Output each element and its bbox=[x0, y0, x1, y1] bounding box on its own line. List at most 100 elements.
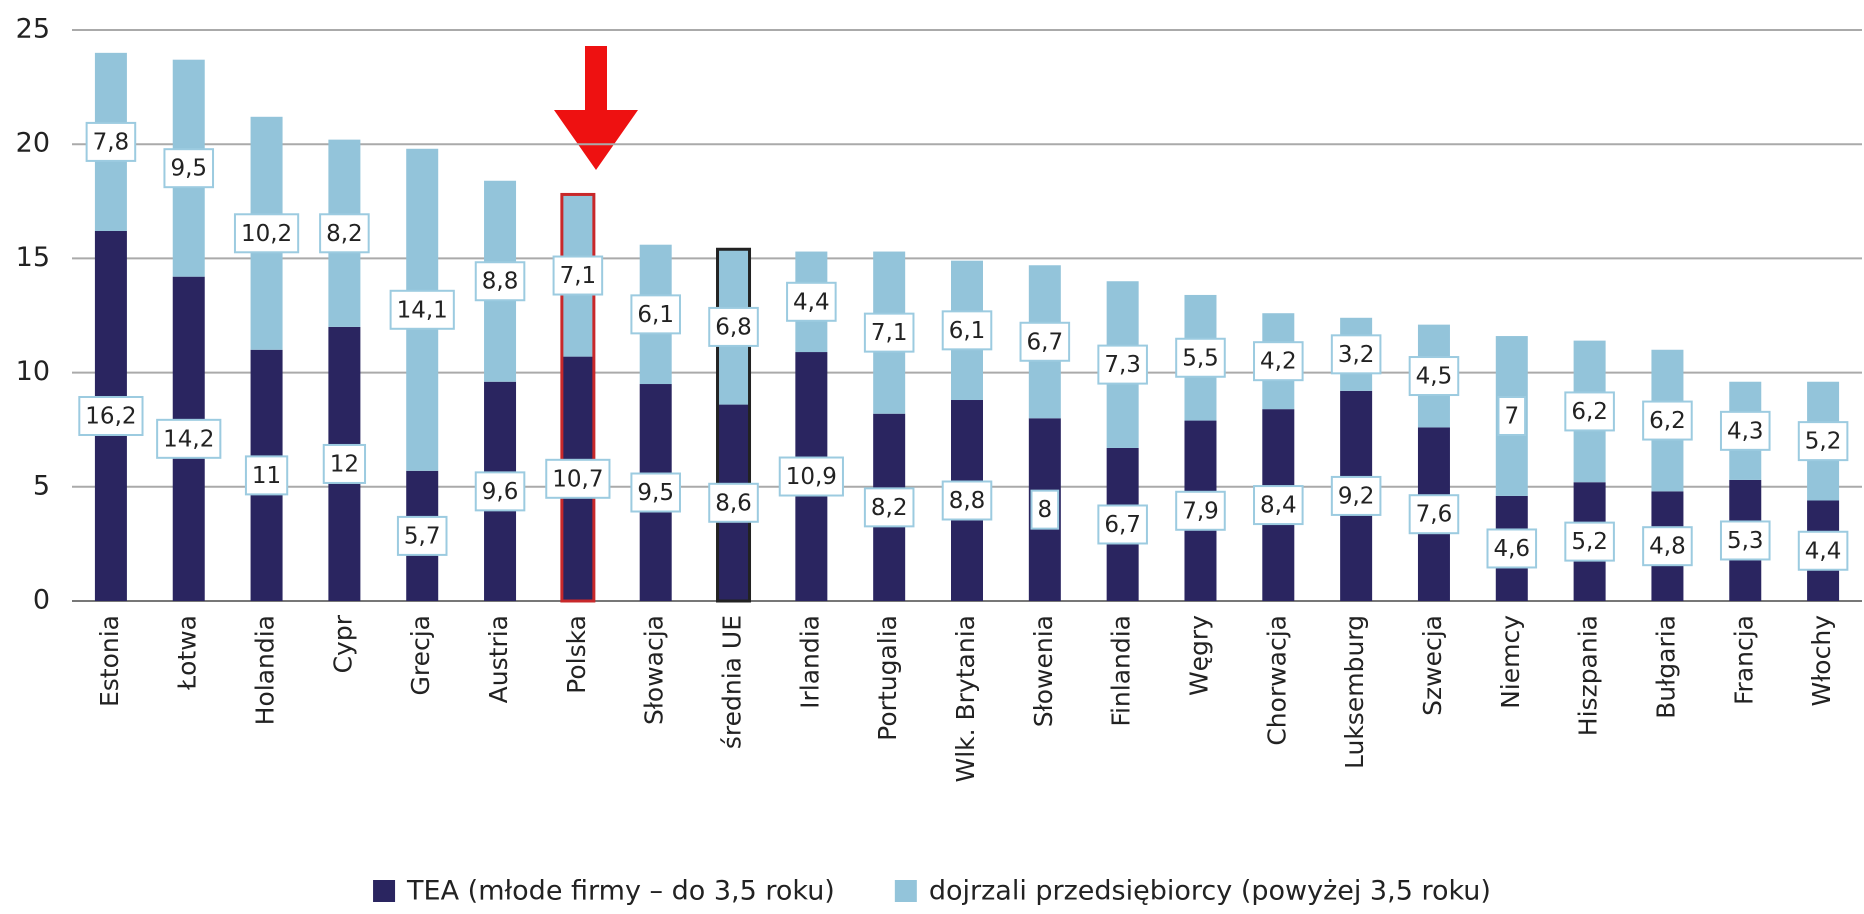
value-label-box bbox=[863, 487, 915, 528]
value-label-box bbox=[1719, 410, 1771, 451]
value-label-box bbox=[1097, 504, 1148, 545]
value-label: 9,6 bbox=[474, 471, 526, 512]
value-label-text: 4,4 bbox=[793, 289, 830, 315]
x-tick-label: Portugalia bbox=[873, 615, 902, 741]
value-label: 6,7 bbox=[1019, 321, 1071, 362]
value-label-box bbox=[1408, 356, 1460, 397]
value-label-text: 14,2 bbox=[163, 426, 214, 452]
value-label-box bbox=[233, 213, 300, 254]
arrow bbox=[554, 46, 638, 170]
value-label-text: 8,8 bbox=[482, 269, 519, 295]
value-label-text: 5,3 bbox=[1727, 528, 1764, 554]
x-tick-label: Szwecja bbox=[1418, 615, 1447, 716]
value-label-text: 9,2 bbox=[1338, 483, 1375, 509]
legend-label: TEA (młode firmy – do 3,5 roku) bbox=[406, 876, 835, 907]
value-label-box bbox=[1642, 400, 1693, 441]
value-label-box bbox=[545, 458, 611, 499]
value-label: 4,3 bbox=[1719, 410, 1771, 451]
x-tick-label: Estonia bbox=[95, 615, 124, 707]
value-label-box bbox=[156, 418, 222, 459]
value-label-text: 8,6 bbox=[715, 490, 752, 516]
value-label-box bbox=[1564, 521, 1615, 562]
value-label: 8 bbox=[1030, 489, 1060, 530]
value-label: 12 bbox=[322, 443, 367, 484]
value-label-box bbox=[163, 148, 215, 189]
value-label: 6,1 bbox=[941, 310, 993, 351]
y-tick-label: 0 bbox=[33, 585, 50, 616]
legend: TEA (młode firmy – do 3,5 roku) dojrzali … bbox=[373, 876, 1491, 907]
value-label: 6,1 bbox=[630, 294, 681, 335]
value-label-box bbox=[1253, 485, 1304, 526]
legend-swatch bbox=[373, 880, 396, 902]
value-label-text: 8,8 bbox=[949, 488, 986, 514]
x-tick-label: Bułgaria bbox=[1651, 615, 1680, 719]
value-label: 7,1 bbox=[552, 255, 604, 296]
value-label: 9,5 bbox=[630, 472, 681, 513]
legend-swatch bbox=[894, 880, 917, 902]
x-tick-label: Holandia bbox=[251, 615, 280, 725]
x-tick-label: Słowacja bbox=[640, 615, 669, 725]
value-label-text: 6,2 bbox=[1571, 399, 1608, 425]
value-label: 6,7 bbox=[1097, 504, 1148, 545]
value-label-box bbox=[1497, 395, 1527, 436]
value-label-box bbox=[1175, 490, 1226, 531]
value-label-text: 5,7 bbox=[404, 523, 441, 549]
value-label-text: 3,2 bbox=[1338, 342, 1375, 368]
value-label-box bbox=[708, 482, 759, 523]
value-label-box bbox=[941, 310, 993, 351]
value-label-text: 6,8 bbox=[715, 314, 752, 340]
value-label-box bbox=[389, 289, 455, 330]
value-label-text: 6,2 bbox=[1649, 408, 1686, 434]
value-label-box bbox=[1030, 489, 1060, 530]
highlight-outline bbox=[716, 247, 752, 603]
x-tick-label: Polska bbox=[562, 615, 591, 694]
value-label-text: 8 bbox=[1038, 497, 1053, 523]
value-label-box bbox=[396, 515, 448, 556]
value-label-text: 4,5 bbox=[1416, 364, 1453, 390]
value-label: 14,2 bbox=[156, 418, 222, 459]
value-label-box bbox=[1330, 475, 1382, 516]
x-tick-label: Wlk. Brytania bbox=[951, 615, 980, 783]
value-label-text: 16,2 bbox=[85, 403, 136, 429]
value-label-text: 6,1 bbox=[637, 302, 674, 328]
value-label-text: 7,1 bbox=[871, 320, 908, 346]
value-label: 6,8 bbox=[708, 306, 759, 347]
value-label-box bbox=[1019, 321, 1071, 362]
value-label-text: 7,6 bbox=[1416, 502, 1453, 528]
y-tick-label: 5 bbox=[33, 470, 50, 501]
value-label-box bbox=[1175, 337, 1226, 378]
value-label-text: 10,7 bbox=[552, 466, 603, 492]
x-tick-label: Słowenia bbox=[1029, 615, 1058, 727]
value-label-text: 6,7 bbox=[1104, 512, 1141, 538]
value-label-box bbox=[1253, 341, 1304, 382]
value-label-box bbox=[630, 472, 681, 513]
value-label-text: 8,2 bbox=[871, 495, 908, 521]
value-label-box bbox=[630, 294, 681, 335]
value-label: 16,2 bbox=[78, 395, 144, 436]
value-label: 10,9 bbox=[778, 456, 844, 497]
value-label-box bbox=[1097, 344, 1148, 385]
value-label: 5,7 bbox=[396, 515, 448, 556]
value-label: 7,3 bbox=[1097, 344, 1148, 385]
value-label-text: 4,2 bbox=[1260, 349, 1297, 375]
value-label-text: 4,3 bbox=[1727, 418, 1764, 444]
y-tick-label: 25 bbox=[16, 14, 50, 45]
value-label: 3,2 bbox=[1330, 334, 1382, 375]
value-label-text: 11 bbox=[252, 463, 281, 489]
value-label-box bbox=[1564, 391, 1615, 432]
value-label: 10,7 bbox=[545, 458, 611, 499]
value-label: 5,5 bbox=[1175, 337, 1226, 378]
value-label-text: 9,5 bbox=[637, 480, 674, 506]
value-label-text: 12 bbox=[330, 451, 359, 477]
value-label-text: 4,4 bbox=[1805, 538, 1842, 564]
value-label: 4,8 bbox=[1642, 526, 1693, 567]
value-label-box bbox=[1797, 530, 1849, 571]
value-label: 8,8 bbox=[941, 480, 993, 521]
value-label: 8,8 bbox=[474, 261, 526, 302]
value-label-text: 9,6 bbox=[482, 479, 519, 505]
value-label-box bbox=[474, 471, 526, 512]
value-label-text: 8,4 bbox=[1260, 493, 1297, 519]
value-label-text: 8,2 bbox=[326, 221, 363, 247]
value-label: 8,6 bbox=[708, 482, 759, 523]
value-label: 7,6 bbox=[1408, 494, 1460, 535]
